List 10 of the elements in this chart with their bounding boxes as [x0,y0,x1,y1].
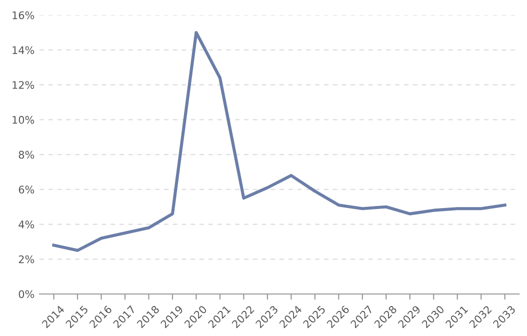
y-tick-label: 14% [12,46,34,54]
y-tick-label: 2% [18,255,34,264]
y-tick-label: 4% [18,220,34,228]
y-tick-label: 0% [18,290,34,298]
y-tick-label: 10% [12,116,34,124]
y-tick-label: 16% [12,11,34,20]
y-tick-label: 12% [12,81,34,89]
y-tick-label: 6% [18,186,34,194]
line-series [52,31,506,252]
y-tick-label: 8% [18,150,34,159]
